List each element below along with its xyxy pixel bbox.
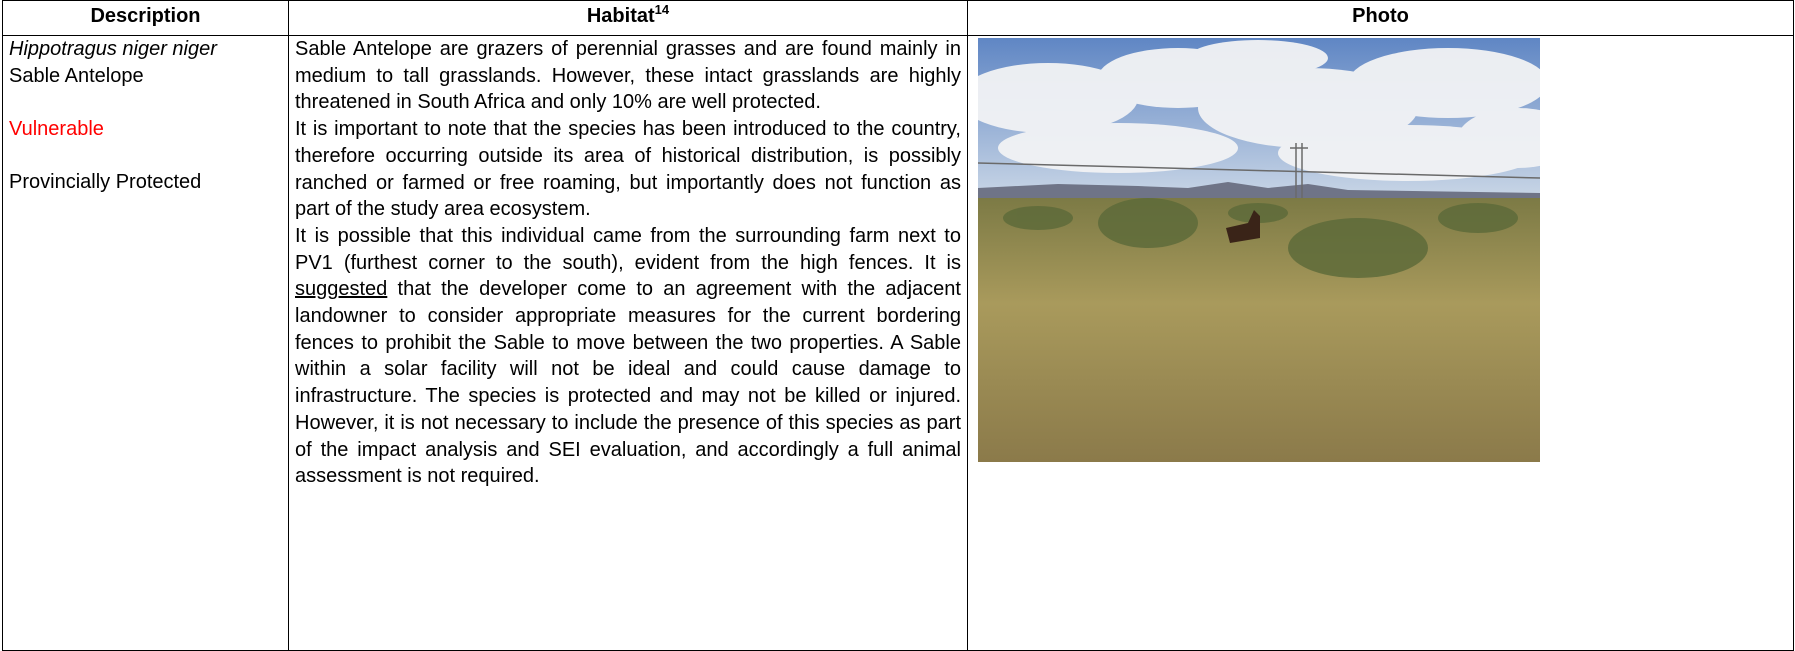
habitat-text: It is important to note that the species… xyxy=(295,118,961,220)
description-cell: Hippotragus niger niger Sable Antelope V… xyxy=(3,36,289,651)
status: Vulnerable xyxy=(9,116,282,143)
page-body: {"table":{"headers":["Description","Habi… xyxy=(0,0,1795,651)
footnote-ref: 14 xyxy=(655,2,669,17)
habitat-text: Sable Antelope are grazers of perennial … xyxy=(295,38,961,113)
header-text: Description xyxy=(90,5,200,27)
data-row: Hippotragus niger niger Sable Antelope V… xyxy=(3,36,1794,651)
protection: Provincially Protected xyxy=(9,169,282,196)
header-text: Photo xyxy=(1352,5,1409,27)
header-cell: Photo xyxy=(968,1,1794,36)
page: Sable Antelope html, body { margin: 0; p… xyxy=(0,0,1795,651)
habitat-paragraph: It is important to note that the species… xyxy=(295,116,961,223)
underlined-text: suggested xyxy=(295,278,387,300)
species-table: Description Habitat14 Photo Hippotragus … xyxy=(2,0,1794,651)
scientific-name: Hippotragus niger niger xyxy=(9,38,217,60)
habitat-text: It is possible that this individual came… xyxy=(295,225,961,274)
header-cell: Description xyxy=(3,1,289,36)
habitat-text: that the developer come to an agreement … xyxy=(295,278,961,487)
common-name: Sable Antelope xyxy=(9,63,282,90)
header-cell: Habitat14 xyxy=(289,1,968,36)
habitat-paragraph: Sable Antelope are grazers of perennial … xyxy=(295,36,961,116)
photo-cell xyxy=(968,36,1794,651)
header-row: Description Habitat14 Photo xyxy=(3,1,1794,36)
photo xyxy=(978,38,1540,462)
header-text: Habitat xyxy=(587,5,655,27)
habitat-cell: Sable Antelope are grazers of perennial … xyxy=(289,36,968,651)
habitat-paragraph: It is possible that this individual came… xyxy=(295,223,961,490)
